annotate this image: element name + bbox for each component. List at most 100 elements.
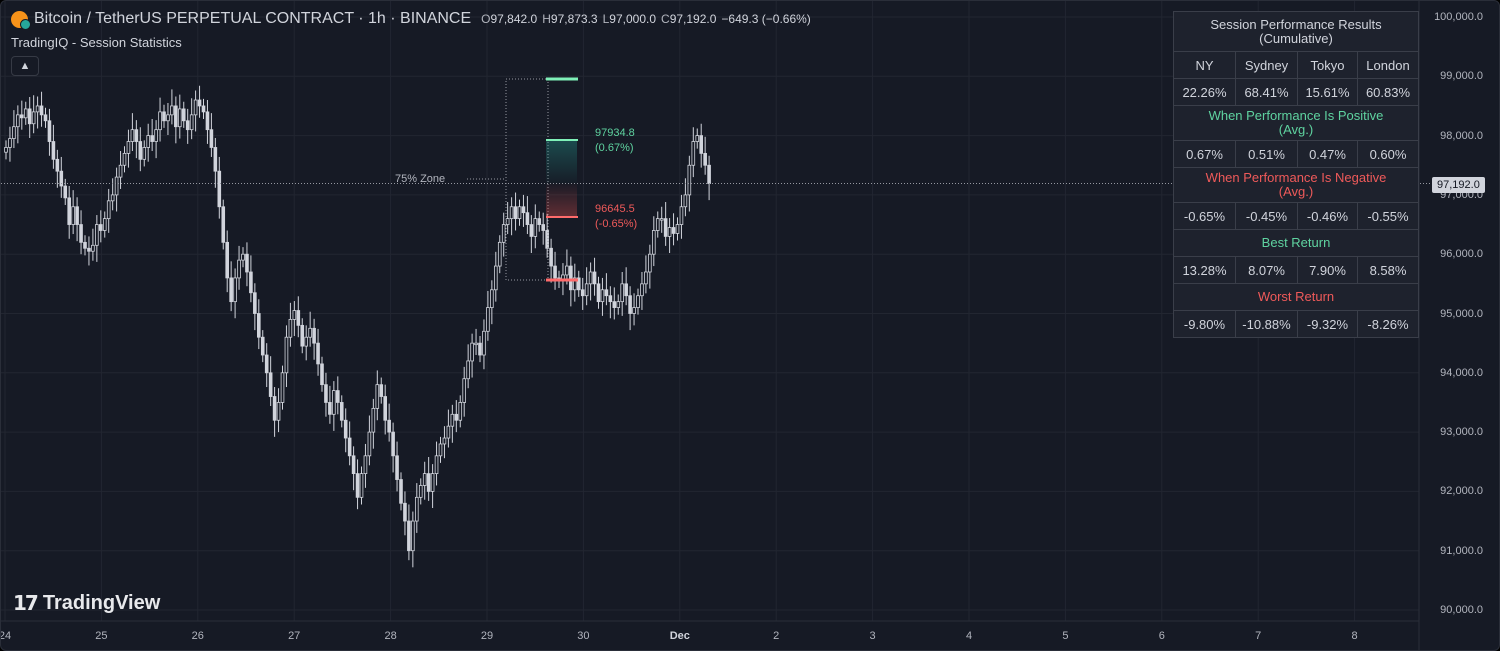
session-tokyo: Tokyo bbox=[1297, 52, 1357, 78]
candle-body bbox=[39, 105, 44, 116]
candle-body bbox=[335, 390, 340, 403]
candle-body bbox=[707, 164, 711, 184]
candle-body bbox=[134, 129, 139, 142]
tradingview-mark-icon: 17 bbox=[13, 591, 39, 615]
candle-body bbox=[83, 241, 87, 249]
time-tick-label: 24 bbox=[0, 630, 12, 642]
candle-body bbox=[114, 176, 119, 196]
candle-body bbox=[687, 164, 692, 196]
session-sydney: Sydney bbox=[1235, 52, 1297, 78]
candle-body bbox=[379, 384, 384, 397]
candle-body bbox=[545, 230, 549, 249]
candle-body bbox=[284, 336, 289, 374]
candle-body bbox=[521, 206, 526, 214]
table-title: Session Performance Results (Cumulative) bbox=[1210, 17, 1382, 46]
candle-body bbox=[648, 253, 652, 273]
candle-body bbox=[604, 289, 609, 297]
candle-body bbox=[332, 390, 336, 415]
time-tick-label: 3 bbox=[869, 630, 876, 642]
price-tick-label: 94,000.0 bbox=[1440, 366, 1483, 379]
candle-body bbox=[312, 327, 316, 344]
candle-body bbox=[189, 114, 194, 131]
candle-body bbox=[99, 224, 103, 231]
symbol-title[interactable]: Bitcoin / TetherUS PERPETUAL CONTRACT · … bbox=[34, 10, 472, 27]
candle-body bbox=[513, 206, 518, 220]
time-tick-label: 28 bbox=[384, 630, 397, 642]
candle-body bbox=[347, 437, 352, 457]
candle-body bbox=[387, 419, 391, 433]
candle-body bbox=[695, 135, 700, 142]
candle-body bbox=[316, 342, 320, 365]
time-tick-label: 2 bbox=[773, 630, 780, 642]
candlestick-series bbox=[4, 85, 711, 568]
candle-body bbox=[339, 402, 344, 421]
candle-body bbox=[418, 485, 423, 498]
candle-body bbox=[671, 227, 676, 234]
candle-body bbox=[375, 384, 380, 409]
candle-body bbox=[150, 135, 154, 142]
tradingview-logo[interactable]: 17 TradingView bbox=[13, 591, 160, 615]
candle-body bbox=[268, 372, 273, 397]
candle-body bbox=[296, 310, 301, 326]
best-heading: Best Return bbox=[1261, 235, 1331, 250]
candle-body bbox=[91, 244, 95, 252]
indicator-name[interactable]: TradingIQ - Session Statistics bbox=[11, 35, 182, 50]
candle-body bbox=[146, 135, 151, 148]
candle-body bbox=[699, 135, 703, 154]
candle-body bbox=[497, 241, 502, 267]
candle-body bbox=[241, 253, 245, 261]
negative-avg-row: -0.65% -0.45% -0.46% -0.55% bbox=[1174, 202, 1418, 229]
candle-body bbox=[553, 265, 557, 279]
candle-body bbox=[237, 259, 241, 279]
candle-body bbox=[154, 129, 158, 142]
candle-body bbox=[596, 283, 601, 303]
candle-body bbox=[655, 218, 660, 231]
candle-body bbox=[454, 413, 459, 421]
candle-body bbox=[450, 413, 455, 427]
candle-body bbox=[533, 218, 538, 237]
time-tick-label: 29 bbox=[480, 630, 494, 642]
tradingview-wordmark: TradingView bbox=[42, 591, 161, 614]
candle-body bbox=[501, 224, 506, 243]
candle-body bbox=[391, 431, 395, 457]
candle-body bbox=[35, 105, 40, 113]
candle-body bbox=[217, 170, 222, 208]
candle-body bbox=[493, 265, 498, 291]
candle-body bbox=[565, 265, 569, 276]
time-tick-label: 27 bbox=[288, 630, 301, 642]
candle-body bbox=[87, 247, 91, 252]
candle-body bbox=[608, 295, 613, 303]
candle-body bbox=[233, 277, 237, 303]
candle-body bbox=[517, 206, 522, 220]
candle-body bbox=[280, 372, 285, 403]
candle-body bbox=[23, 108, 28, 119]
candle-body bbox=[300, 324, 305, 347]
negative-fill bbox=[546, 183, 577, 217]
current-price-tag: 97,192.0 bbox=[1432, 177, 1485, 193]
candle-body bbox=[600, 289, 605, 303]
time-tick-label: 6 bbox=[1158, 630, 1165, 642]
candle-body bbox=[110, 194, 115, 202]
candle-body bbox=[652, 230, 656, 255]
candle-body bbox=[170, 105, 174, 116]
candle-body bbox=[438, 443, 443, 457]
candle-body bbox=[63, 185, 68, 199]
time-tick-label: 7 bbox=[1255, 630, 1262, 642]
candle-body bbox=[632, 307, 636, 314]
candle-body bbox=[541, 224, 545, 231]
candle-body bbox=[343, 419, 348, 439]
candle-body bbox=[126, 141, 131, 154]
time-tick-label: 4 bbox=[965, 630, 973, 642]
candle-body bbox=[249, 271, 253, 294]
candle-body bbox=[292, 310, 297, 320]
upper-target-value: 97934.8 bbox=[595, 127, 635, 139]
candle-body bbox=[55, 158, 60, 172]
collapse-button[interactable]: ▲ bbox=[11, 56, 39, 76]
candle-body bbox=[395, 455, 399, 480]
candle-body bbox=[470, 342, 474, 362]
candle-body bbox=[659, 218, 664, 221]
candle-body bbox=[486, 307, 490, 332]
candle-body bbox=[288, 319, 293, 338]
candle-body bbox=[628, 295, 632, 314]
